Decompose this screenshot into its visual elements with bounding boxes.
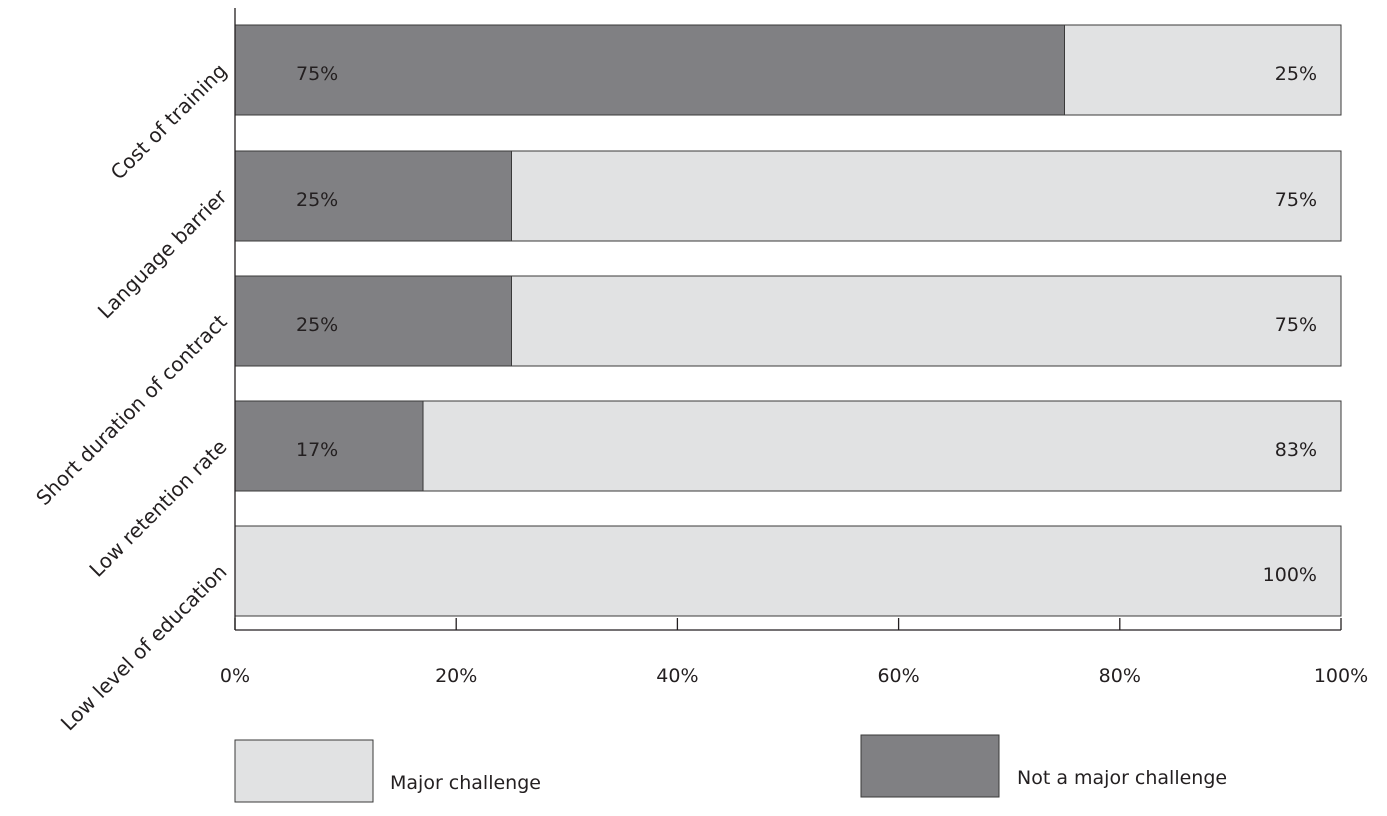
x-tick-label: 0% [220, 665, 250, 687]
data-label: 25% [296, 189, 338, 211]
data-label: 75% [296, 63, 338, 85]
category-label: Cost of training [106, 59, 232, 185]
bar-segment [511, 275, 1342, 367]
data-label: 75% [1275, 314, 1317, 336]
legend-label: Major challenge [390, 772, 541, 794]
x-tick-label: 80% [1099, 665, 1141, 687]
category-label: Low level of education [56, 560, 232, 736]
legend-label: Not a major challenge [1017, 767, 1227, 789]
data-label: 75% [1275, 189, 1317, 211]
x-tick-label: 40% [656, 665, 698, 687]
data-label: 17% [296, 439, 338, 461]
data-label: 83% [1275, 439, 1317, 461]
data-label: 100% [1263, 564, 1317, 586]
bar-segment [422, 400, 1342, 492]
data-label: 25% [1275, 63, 1317, 85]
category-label: Low retention rate [84, 435, 231, 582]
category-label: Language barrier [93, 184, 232, 323]
x-tick-label: 100% [1314, 665, 1368, 687]
data-label: 25% [296, 314, 338, 336]
bar-segment [234, 275, 512, 367]
bar-segment [234, 400, 424, 492]
x-tick-label: 20% [435, 665, 477, 687]
legend-swatch [234, 739, 374, 803]
bar-segment [511, 150, 1342, 242]
bar-segment [234, 24, 1065, 116]
bar-segment [1064, 24, 1342, 116]
legend-swatch [860, 734, 1000, 798]
x-tick-label: 60% [877, 665, 919, 687]
bar-segment [234, 525, 1342, 617]
bar-segment [234, 150, 512, 242]
